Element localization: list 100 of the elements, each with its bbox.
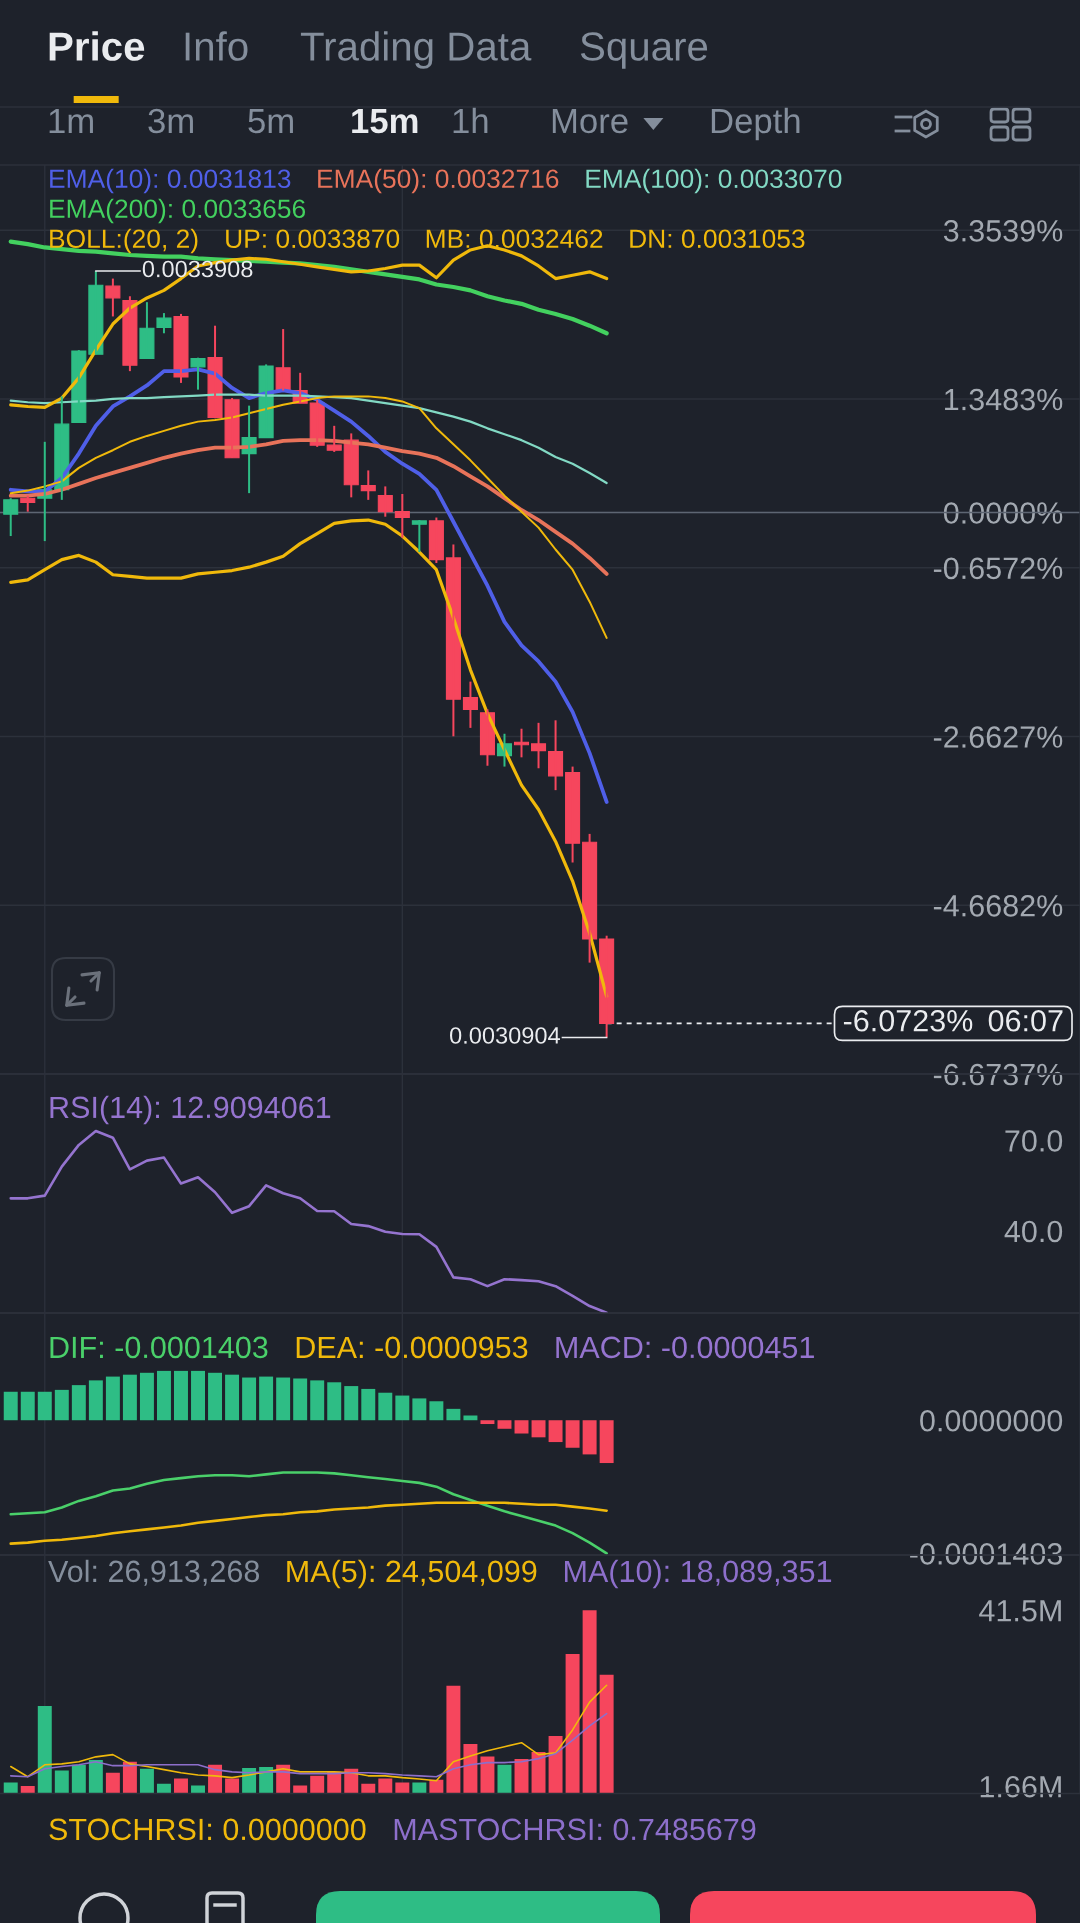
text: EMA(50): 0.0032716 [318,168,559,194]
bar [242,1377,257,1421]
bar [497,1420,512,1429]
bar [514,1420,529,1434]
candlestick [3,497,19,538]
bar [191,1370,205,1421]
bar [463,1744,478,1794]
bar [88,1380,103,1421]
series-label: EMA(200): 0.0033656 [50,198,306,224]
bar [293,1378,308,1421]
text: MA(5): 24,504,099 [287,1559,537,1589]
bar [20,1785,35,1794]
y-tick-label: 1.66M [980,1775,1061,1798]
y-tick-label: 0.0000000 [920,1409,1063,1432]
line-series [8,438,609,576]
bar [259,1376,274,1421]
bar [582,1420,597,1455]
y-tick-label: -0.0001403 [910,1543,1063,1565]
bar [548,1420,563,1443]
bar [531,1751,546,1794]
bar [429,1779,444,1794]
bar [105,1376,120,1421]
text: Square [580,32,708,69]
bar [105,1772,120,1794]
bar [37,1391,52,1421]
series-label: RSI(14): 12.9094061 [50,1095,331,1125]
bar [599,1420,614,1464]
bar [37,1706,52,1794]
bar [174,1778,188,1794]
text: MA(10): 18,089,351 [565,1559,832,1589]
text: Price [49,31,145,61]
line-series [9,1684,608,1782]
bar [310,1775,325,1794]
annotation: MB: 0.0032462 [426,229,603,249]
bar [71,1385,86,1421]
text: 06:07 [988,1009,1063,1032]
bar [20,1391,35,1421]
y-tick-label: 41.5M [979,1600,1061,1622]
y-tick-label: 70.0 [1005,1130,1063,1152]
y-tick-label: 1.3483% [945,388,1063,411]
line-series [9,518,609,998]
bar [531,1420,546,1438]
bar [156,1783,171,1794]
line-series [9,1501,608,1545]
text: Trading Data [300,31,532,69]
text: 5m [248,109,293,134]
series-label: UP: 0.0033870 [226,229,400,249]
ref-line-label: -6.0723% [843,1009,973,1032]
bar [599,1674,614,1794]
text: 1m [49,109,93,133]
candlestick [411,519,427,554]
bar [310,1380,325,1421]
bar [71,1764,86,1794]
text: DIF: -0.0001403 [50,1336,268,1359]
bar [88,1759,103,1794]
bar [139,1768,154,1794]
candlestick [156,312,172,335]
y-tick-label: -2.6627% [933,726,1063,748]
y-tick-label: -6.6737% [933,1063,1063,1086]
annotation: BOLL:(20, 2) [50,228,198,254]
bar [395,1782,410,1794]
text: 15m [352,109,418,134]
bar [54,1389,69,1421]
bar [122,1374,137,1421]
annotation: 0.0030904 [449,1027,560,1044]
candlestick [139,301,155,360]
bar [225,1374,240,1421]
bar [565,1653,580,1794]
bar [327,1382,342,1421]
text: 1h [453,107,488,133]
text: Depth [711,107,800,141]
bar [446,1408,461,1421]
line-series [9,1471,608,1555]
bar [139,1372,154,1421]
bar [3,1391,18,1421]
text: EMA(10): 0.0031813 [50,168,291,194]
bar [344,1386,359,1421]
bar [548,1736,563,1794]
bar [378,1778,393,1794]
text: EMA(100): 0.0033070 [586,168,842,194]
candlestick [190,356,206,391]
bar [174,1370,188,1421]
bar [395,1395,410,1421]
bar [208,1372,223,1421]
bar [412,1782,427,1794]
bar [446,1685,461,1794]
bar [122,1761,137,1794]
text: STOCHRSI: 0.0000000 [49,1818,366,1841]
y-tick-label: -0.6572% [933,557,1063,580]
text: DN: 0.0031053 [630,229,805,249]
bar [361,1783,376,1794]
bar [276,1377,291,1421]
bar [480,1420,495,1425]
candlestick [105,277,121,318]
bar [361,1388,376,1421]
bar [378,1392,393,1421]
text: More [552,109,628,134]
y-tick-label: 0.0000% [943,502,1063,524]
bar [54,1770,69,1794]
y-tick-label: -4.6682% [933,895,1063,917]
